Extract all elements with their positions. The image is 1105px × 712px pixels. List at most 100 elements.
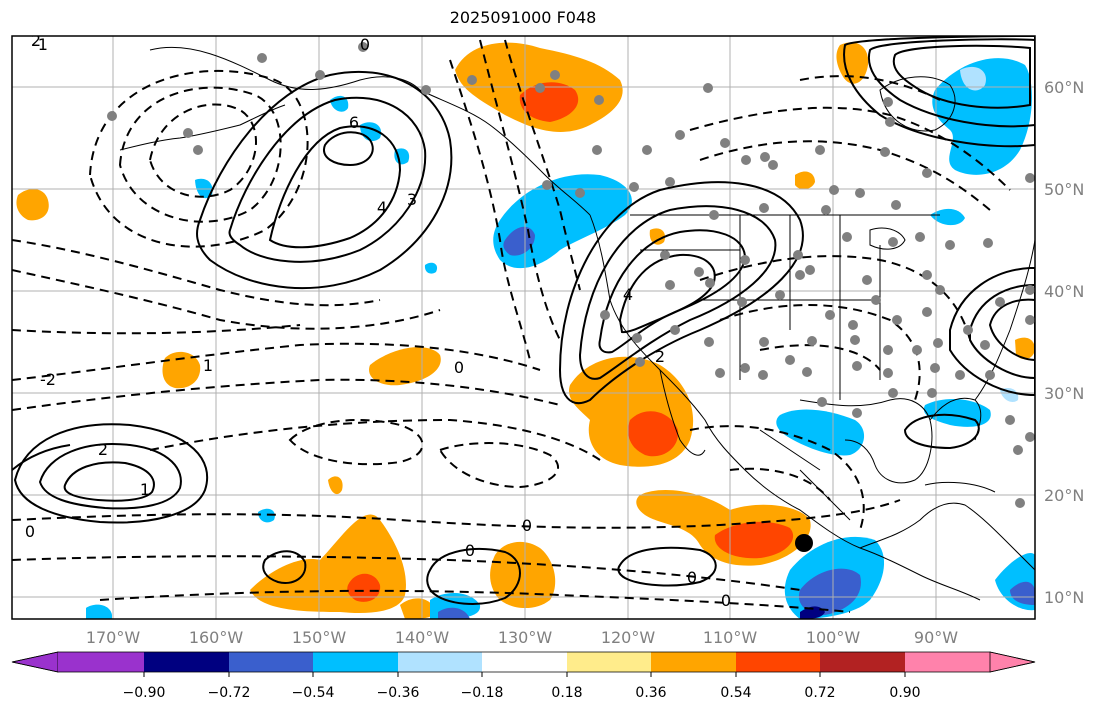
dash-mexico-2 <box>729 467 831 501</box>
dash-west-band-3 <box>12 324 301 335</box>
contour-label: 1 <box>140 480 150 499</box>
contour-label: 1 <box>203 356 213 375</box>
contour-bc-ridge-1 <box>558 181 804 405</box>
colorbar-tick-label: −0.54 <box>292 685 335 701</box>
contour-label: 0 <box>360 35 370 54</box>
lat-label: 40°N <box>1044 282 1084 301</box>
dash-sw-band-1 <box>12 342 541 381</box>
dash-west-band-2 <box>12 269 441 330</box>
colorbar-segment <box>313 652 398 672</box>
colorbar-tick-label: −0.18 <box>461 685 504 701</box>
colorbar-tick-label: 0.72 <box>804 685 835 701</box>
dash-gulf-trough-1 <box>449 59 531 361</box>
lon-label: 100°W <box>806 628 861 647</box>
contour-label: 4 <box>377 198 387 217</box>
shade-ca-coast <box>424 262 438 274</box>
lon-label: 160°W <box>189 628 244 647</box>
contour-label: 2 <box>98 440 108 459</box>
dash-pac-center-2 <box>438 442 559 489</box>
contour-west-pac-2 <box>38 443 182 510</box>
aleutians <box>119 104 286 151</box>
dash-west-band-1 <box>12 239 381 307</box>
lon-label: 140°W <box>395 628 450 647</box>
colorbar-tick-label: 0.90 <box>889 685 920 701</box>
shade-eastern-pac-deep <box>800 606 825 619</box>
contour-arctic-high-3 <box>892 44 1031 109</box>
contour-label: 0 <box>721 591 731 610</box>
shade-caribbean-core <box>1010 581 1035 605</box>
contour-alaska-high-2 <box>228 96 427 263</box>
colorbar-segment <box>736 652 820 672</box>
dash-ne-canada-2 <box>689 106 1011 191</box>
shade-ne-light <box>930 208 965 226</box>
contour-label: 0 <box>522 516 532 535</box>
contour-bc-ridge-2 <box>578 205 777 380</box>
dash-trop-1 <box>12 499 901 529</box>
colorbar-extend-max <box>989 651 1036 673</box>
contour-label: 4 <box>623 285 633 304</box>
colorbar-tick-label: 0.18 <box>551 685 582 701</box>
contour-label: 0 <box>25 522 35 541</box>
dash-central-us-2 <box>719 304 921 401</box>
contour-east-high-2 <box>969 283 1035 380</box>
contour-alaska-high-4 <box>323 131 374 167</box>
dash-ne-canada-1 <box>699 140 991 211</box>
shade-baja-core <box>628 411 679 457</box>
longitude-labels: 170°W 160°W 150°W 140°W 130°W 120°W 110°… <box>86 628 958 647</box>
contour-label: 0 <box>465 541 475 560</box>
map-title: 2025091000 F048 <box>449 8 597 27</box>
colorbar-segment <box>58 652 144 672</box>
lat-label: 20°N <box>1044 486 1084 505</box>
contour-west-pac-1 <box>13 423 209 524</box>
latitude-labels: 60°N 50°N 40°N 30°N 20°N 10°N <box>1044 78 1084 607</box>
highlight-marker <box>795 534 813 552</box>
shade-mexico-core <box>714 521 794 559</box>
dash-pac-center <box>288 419 424 466</box>
colorbar-segment <box>820 652 905 672</box>
map-background <box>12 36 1035 619</box>
lon-label: 130°W <box>498 628 553 647</box>
lon-label: 90°W <box>914 628 958 647</box>
shade-gulf-mexico <box>776 409 865 456</box>
colorbar-segment <box>651 652 736 672</box>
contour-trop-a <box>426 548 521 605</box>
colorbar: −0.90 −0.72 −0.54 −0.36 −0.18 0.18 0.36 … <box>11 651 1036 701</box>
shade-hawaii-sm <box>328 476 343 495</box>
shade-eastern-pac-core <box>798 568 861 615</box>
contour-sw-pac-line <box>12 444 71 471</box>
positive-anomaly-shading <box>16 42 1035 619</box>
shade-central-pac-a <box>162 351 201 389</box>
contour-east-high-3 <box>988 298 1035 362</box>
contour-label-group: 0 1 2 3 4 6 -2 -1 0 2 0 0 1 0 0 2 4 0 <box>25 35 731 610</box>
colorbar-segment <box>482 652 567 672</box>
contour-label: 2 <box>655 347 665 366</box>
contour-label: 3 <box>407 190 417 209</box>
mexico-interior <box>759 429 851 521</box>
shade-ne-pacific-sm <box>649 228 666 245</box>
great-lakes <box>869 227 906 250</box>
colorbar-segment <box>229 652 313 672</box>
colorbar-segment <box>905 652 990 672</box>
shade-hudson-light <box>960 66 986 91</box>
shade-gulf-ne <box>1015 337 1035 360</box>
shade-pnw-core <box>503 226 535 256</box>
dash-trop-3 <box>99 589 851 613</box>
contour-label: -2 <box>40 370 56 389</box>
colorbar-extend-min <box>11 651 59 673</box>
lon-label: 150°W <box>292 628 347 647</box>
shade-tropical-c <box>400 598 436 619</box>
shade-west-pacific <box>16 188 49 221</box>
graticule <box>12 36 1035 619</box>
shade-tropical-a-core <box>347 573 381 602</box>
shade-central-pac-b <box>369 347 441 386</box>
lat-label: 10°N <box>1044 588 1084 607</box>
dash-gulf-trough-3 <box>504 39 581 291</box>
colorbar-segment <box>567 652 651 672</box>
lat-label: 60°N <box>1044 78 1084 97</box>
dash-gulf-trough-2 <box>479 39 561 341</box>
colorbar-segment <box>398 652 482 672</box>
contour-nw-low-sm <box>262 550 307 584</box>
colorbar-segment <box>144 652 229 672</box>
dash-central-us-1 <box>699 255 971 341</box>
